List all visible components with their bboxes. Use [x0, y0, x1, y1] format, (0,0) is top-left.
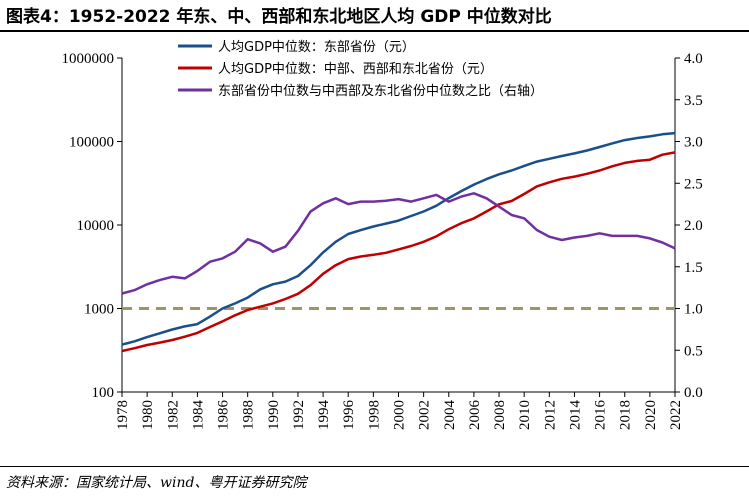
legend-label-2: 人均GDP中位数：中部、西部和东北省份（元）	[218, 62, 493, 77]
x-tick-label: 1986	[216, 400, 232, 431]
x-tick-label: 1994	[316, 400, 332, 431]
x-tick-label: 1980	[140, 400, 156, 430]
x-tick-label: 1988	[241, 400, 257, 430]
title-divider	[0, 30, 749, 32]
x-tick-label: 1982	[165, 400, 181, 430]
x-tick-label: 2022	[668, 400, 684, 430]
x-tick-label: 2000	[392, 400, 408, 430]
x-tick-label: 1992	[291, 400, 307, 430]
left-tick-label: 1000000	[62, 51, 115, 67]
chart: 100 1000 10000 100000 1000000 0.0 0.5 1.0 1.5 2.0…	[62, 40, 703, 430]
right-tick-label: 0.0	[684, 385, 703, 401]
x-tick-label: 2010	[517, 400, 533, 430]
x-tick-label: 2004	[442, 400, 458, 431]
legend-label-3: 东部省份中位数与中西部及东北省份中位数之比（右轴）	[218, 84, 543, 99]
source-note: 资料来源：国家统计局、wind、粤开证券研究院	[6, 475, 307, 491]
x-tick-label: 1978	[115, 400, 131, 430]
x-tick-label: 2008	[492, 400, 508, 430]
x-tick-label: 1996	[341, 400, 357, 431]
series-line-2	[121, 151, 676, 353]
right-tick-label: 2.5	[684, 176, 703, 192]
x-tick-label: 2018	[618, 400, 634, 430]
x-tick-label: 2014	[567, 400, 583, 431]
right-tick-label: 0.5	[684, 343, 703, 359]
right-tick-label: 3.5	[684, 93, 703, 109]
x-tick-label: 2020	[643, 400, 659, 430]
axes: 100 1000 10000 100000 1000000 0.0 0.5 1.0 1.5 2.0…	[62, 51, 703, 430]
x-tick-label: 2012	[542, 400, 558, 430]
x-tick-label: 2016	[593, 400, 609, 431]
x-tick-label: 2006	[467, 400, 483, 431]
x-tick-label: 1984	[190, 400, 206, 431]
x-tick-label: 1998	[366, 400, 382, 430]
legend-label-1: 人均GDP中位数：东部省份（元）	[218, 40, 415, 55]
right-tick-label: 4.0	[684, 51, 703, 67]
right-tick-label: 3.0	[684, 135, 703, 151]
series-line-1	[121, 131, 676, 346]
right-tick-label: 2.0	[684, 218, 703, 234]
series-line-3	[121, 192, 676, 295]
legend: 人均GDP中位数：东部省份（元） 人均GDP中位数：中部、西部和东北省份（元） 东部…	[178, 40, 543, 99]
x-tick-label: 1990	[266, 400, 282, 430]
left-tick-label: 10000	[77, 218, 115, 234]
x-tick-label: 2002	[417, 400, 433, 430]
right-tick-label: 1.0	[684, 302, 703, 318]
left-tick-label: 100	[92, 385, 115, 401]
series-layer	[121, 131, 676, 353]
footer-divider	[0, 466, 749, 467]
chart-title: 图表4：1952-2022 年东、中、西部和东北地区人均 GDP 中位数对比	[6, 7, 552, 27]
left-tick-label: 100000	[69, 135, 114, 151]
right-tick-label: 1.5	[684, 260, 703, 276]
left-tick-label: 1000	[84, 302, 114, 318]
